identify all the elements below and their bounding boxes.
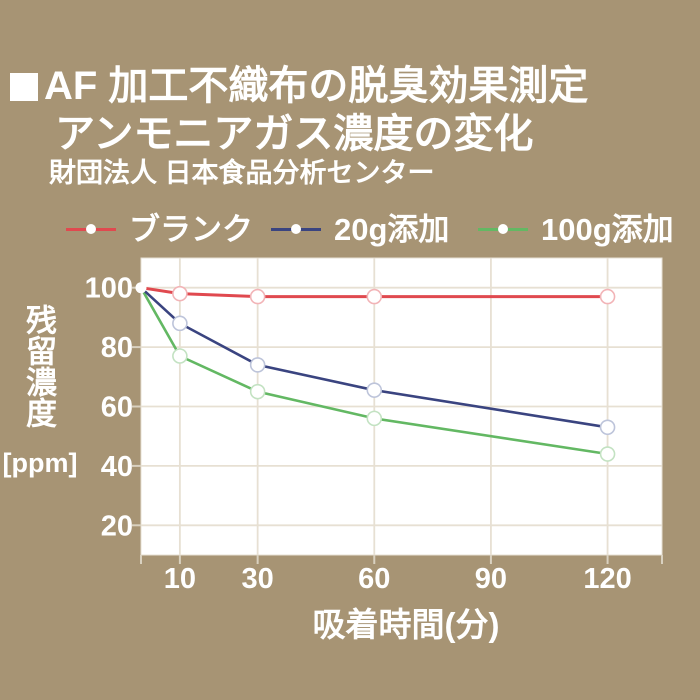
legend-dot-icon bbox=[498, 224, 508, 234]
title-bullet-icon bbox=[10, 73, 38, 101]
x-tick-label: 10 bbox=[164, 563, 196, 595]
y-tick-label: 60 bbox=[101, 392, 133, 424]
data-point-marker bbox=[599, 419, 616, 436]
y-tick-label: 100 bbox=[85, 273, 133, 305]
x-tick-label: 30 bbox=[242, 563, 274, 595]
x-axis-title: 吸着時間(分) bbox=[312, 606, 500, 643]
data-point-marker bbox=[599, 288, 616, 305]
data-point-marker bbox=[249, 288, 266, 305]
legend-line-icon bbox=[478, 224, 528, 234]
y-axis-title: 残留濃度 bbox=[21, 304, 56, 428]
data-point-marker bbox=[366, 288, 383, 305]
x-tick-label: 120 bbox=[583, 563, 631, 595]
data-point-marker bbox=[249, 357, 266, 373]
data-point-marker bbox=[366, 382, 383, 398]
legend-label: 100g添加 bbox=[541, 211, 674, 247]
y-tick-label: 80 bbox=[101, 332, 133, 364]
y-axis-unit: [ppm] bbox=[2, 448, 78, 478]
data-point-marker bbox=[172, 285, 188, 302]
data-point-marker bbox=[366, 410, 383, 427]
y-tick-label: 20 bbox=[101, 510, 133, 542]
data-point-marker bbox=[599, 446, 616, 462]
legend-line-icon bbox=[66, 224, 116, 234]
page-title-line1: AF 加工不織布の脱臭効果測定 bbox=[44, 64, 589, 108]
legend-item-20g: 20g添加 bbox=[271, 209, 449, 249]
origin-point bbox=[135, 282, 147, 294]
legend-label: 20g添加 bbox=[334, 211, 450, 247]
data-point-marker bbox=[172, 348, 188, 364]
legend-line-icon bbox=[271, 224, 321, 234]
data-point-marker bbox=[172, 315, 188, 332]
page-title-line2: アンモニアガス濃度の変化 bbox=[55, 112, 534, 156]
data-point-marker bbox=[249, 383, 266, 400]
x-tick-label: 90 bbox=[475, 563, 507, 595]
x-tick-label: 60 bbox=[358, 563, 390, 595]
legend-item-blank: ブランク bbox=[66, 209, 253, 249]
page-subtitle: 財団法人 日本食品分析センター bbox=[49, 158, 435, 188]
legend-dot-icon bbox=[86, 224, 96, 234]
legend-dot-icon bbox=[291, 224, 301, 234]
y-tick-label: 40 bbox=[101, 451, 133, 483]
legend-item-100g: 100g添加 bbox=[478, 209, 674, 249]
legend-label: ブランク bbox=[129, 211, 253, 247]
